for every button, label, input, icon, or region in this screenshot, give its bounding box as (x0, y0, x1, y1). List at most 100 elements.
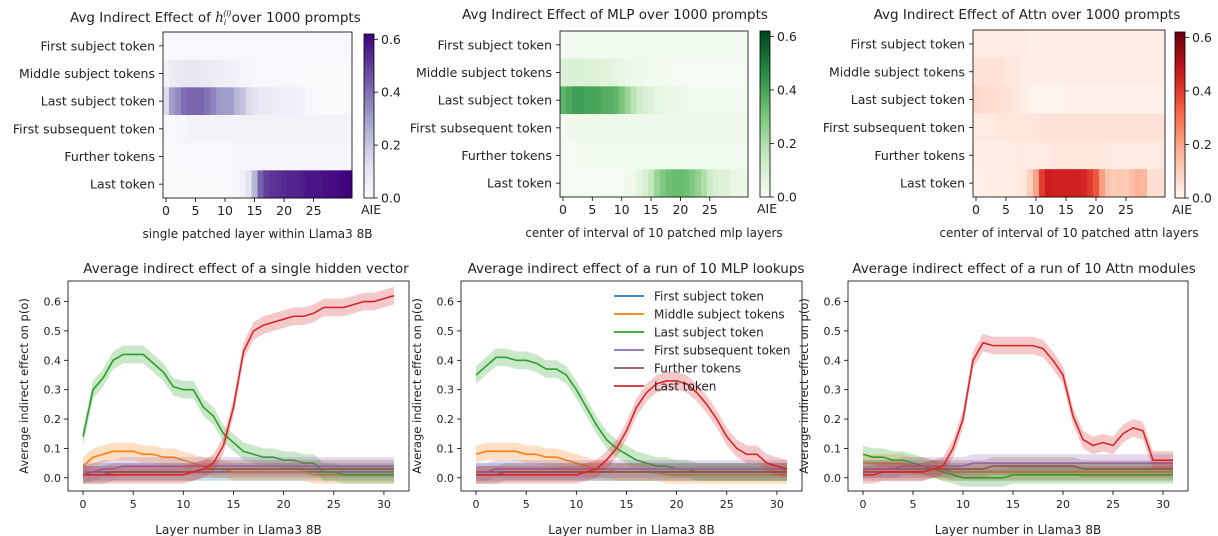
x-tick-label: 15 (247, 203, 263, 218)
heatmap-cell (618, 114, 626, 143)
heatmap-cell (334, 115, 341, 144)
heatmap-cell (595, 169, 602, 198)
heatmap-cell (659, 114, 667, 143)
heatmap-cell (695, 114, 702, 143)
heatmap-cell (654, 141, 661, 170)
heatmap-cell (1147, 113, 1154, 142)
heatmap-cell (583, 169, 590, 198)
heatmap-cell (636, 114, 643, 143)
heatmap-cell (1159, 30, 1166, 59)
row-label: Middle subject tokens (19, 66, 155, 81)
heatmap-frame (162, 31, 353, 199)
heatmap-cell (577, 58, 584, 87)
heatmap-cell (1123, 113, 1130, 142)
heatmap-cell (316, 115, 323, 144)
x-tick-label: 15 (619, 498, 633, 511)
heatmap-cell (712, 31, 720, 60)
heatmap-cell (1087, 141, 1094, 170)
heatmap-cell (665, 58, 673, 87)
heatmap-cell (1033, 57, 1040, 87)
heatmap-cell (1129, 141, 1136, 170)
heatmap-cell (601, 58, 608, 87)
heatmap-cell (560, 169, 567, 198)
y-tick-label: 0.6 (824, 296, 842, 309)
heatmap-cell (168, 32, 176, 61)
heatmap-cell (1117, 113, 1124, 142)
heatmap-cell (1069, 113, 1076, 142)
heatmap-cell (174, 170, 182, 199)
heatmap-cell (565, 169, 573, 198)
heatmap-cell (1033, 113, 1040, 142)
heatmap-cell (565, 114, 573, 143)
heatmap-cell (216, 115, 223, 144)
heatmap-cell (1147, 57, 1154, 87)
heatmap-cell (298, 115, 306, 144)
heatmap-cell (1135, 57, 1142, 87)
heatmap-cell (979, 30, 986, 59)
heatmap-cell (1033, 30, 1040, 59)
heatmap-cell (654, 169, 661, 198)
confidence-band (476, 463, 787, 484)
colorbar-tick-label: 0.6 (1192, 30, 1212, 45)
heatmap-cell (210, 170, 217, 199)
heatmap-cell (689, 114, 696, 143)
heatmap-cell (565, 141, 573, 170)
heatmap-cell (1105, 169, 1112, 198)
heatmap-cell (328, 115, 335, 144)
heatmap-cell (718, 31, 725, 60)
heatmap-cell (334, 59, 341, 88)
x-tick-label: 15 (1058, 202, 1074, 217)
series-line (476, 380, 788, 476)
heatmap-cell (595, 86, 602, 115)
heatmap-cell (1159, 141, 1166, 170)
y-axis-label: Average indirect effect on p(o) (17, 298, 31, 474)
heatmap-cell (648, 86, 655, 115)
heatmap-cell (659, 58, 667, 87)
heatmap-cell (263, 32, 270, 61)
heatmap-cell (275, 87, 282, 116)
heatmap-cell (1057, 113, 1064, 142)
heatmap-cell (334, 87, 341, 116)
row-label: Last token (900, 176, 965, 191)
heatmap-cell (1087, 169, 1094, 198)
plot-title: Average indirect effect of a run of 10 M… (468, 261, 805, 277)
heatmap-cell (204, 115, 211, 144)
heatmap-cell (251, 170, 258, 199)
colorbar (759, 30, 771, 198)
heatmap-cell (275, 59, 282, 88)
y-tick-label: 0.5 (437, 325, 455, 338)
heatmap-cell (1117, 85, 1124, 114)
heatmap-cell (1039, 169, 1046, 198)
heatmap-cell (1057, 57, 1064, 87)
heatmap-cell (671, 31, 678, 60)
heatmap-cell (659, 31, 667, 60)
heatmap-cell (1027, 141, 1034, 170)
x-tick-label: 20 (1056, 498, 1070, 511)
heatmap-cell (269, 87, 276, 116)
y-tick-label: 0.2 (44, 413, 62, 426)
heatmap-cell (636, 31, 643, 60)
heatmap-cell (198, 32, 205, 61)
heatmap-cell (701, 141, 708, 170)
heatmap-cell (186, 32, 193, 61)
colorbar-label: AIE (1172, 202, 1192, 217)
heatmap-cell (1063, 141, 1070, 170)
heatmap-cell (1111, 113, 1118, 142)
heatmap-cell (233, 115, 241, 144)
heatmap-cell (612, 58, 620, 87)
heatmap-cell (997, 57, 1004, 87)
heatmap-cell (1129, 169, 1136, 198)
heatmap-cell (577, 86, 584, 115)
heatmap-cell (1093, 113, 1100, 142)
heatmap-cell (618, 58, 626, 87)
heatmap-cell (997, 85, 1004, 114)
confidence-band (476, 372, 787, 484)
legend-label: Last subject token (654, 326, 764, 340)
heatmap-cell (287, 142, 294, 171)
heatmap-cell (168, 59, 176, 88)
heatmap-cell (346, 87, 353, 116)
heatmap-cell (1033, 169, 1040, 198)
heatmap-cell (204, 32, 211, 61)
heatmap-cell (1045, 141, 1052, 170)
heatmap-cell (706, 31, 714, 60)
